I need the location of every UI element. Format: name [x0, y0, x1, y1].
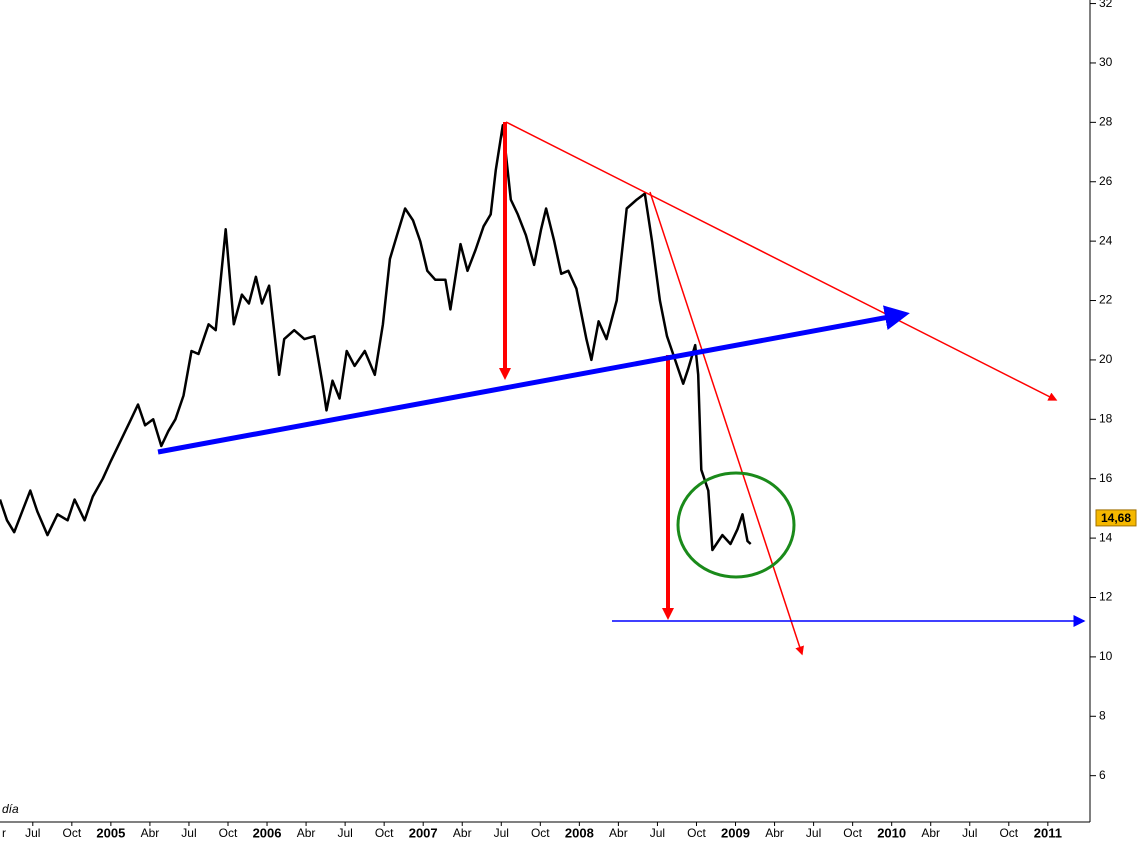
y-tick-label: 6 — [1099, 768, 1106, 782]
x-tick-label: 2009 — [721, 825, 750, 840]
x-tick-label: Oct — [843, 826, 862, 840]
x-tick-label: Oct — [999, 826, 1018, 840]
y-tick-label: 14 — [1099, 530, 1113, 544]
y-tick-label: 20 — [1099, 352, 1113, 366]
x-tick-label: Abr — [453, 826, 472, 840]
x-tick-label: 2010 — [877, 825, 906, 840]
x-tick-label: Jul — [806, 826, 821, 840]
price-line — [0, 124, 752, 552]
x-tick-label: Oct — [531, 826, 550, 840]
x-tick-label: Jul — [25, 826, 40, 840]
y-tick-label: 12 — [1099, 590, 1113, 604]
x-tick-label: Oct — [375, 826, 394, 840]
highlight-circle — [676, 471, 796, 579]
y-tick-label: 30 — [1099, 55, 1113, 69]
x-tick-label: 2005 — [96, 825, 125, 840]
x-tick-label: Abr — [921, 826, 940, 840]
y-tick-label: 10 — [1099, 649, 1113, 663]
y-tick-label: 26 — [1099, 174, 1113, 188]
note: día — [2, 802, 19, 816]
x-tick-label: Oct — [62, 826, 81, 840]
y-tick-label: 8 — [1099, 708, 1106, 722]
trend-line — [649, 191, 804, 656]
y-tick-label: 24 — [1099, 233, 1113, 247]
x-tick-label: Abr — [765, 826, 784, 840]
x-tick-label: r — [2, 826, 6, 840]
x-tick-label: 2008 — [565, 825, 594, 840]
x-tick-label: Jul — [962, 826, 977, 840]
last-price-label: 14,68 — [1101, 511, 1131, 525]
y-tick-label: 16 — [1099, 471, 1113, 485]
x-tick-label: Jul — [650, 826, 665, 840]
x-tick-label: Jul — [337, 826, 352, 840]
x-tick-label: Abr — [141, 826, 160, 840]
x-tick-label: 2006 — [253, 825, 282, 840]
y-tick-label: 22 — [1099, 293, 1113, 307]
x-tick-label: 2007 — [409, 825, 438, 840]
x-tick-label: Jul — [181, 826, 196, 840]
y-tick-label: 32 — [1099, 0, 1113, 10]
x-tick-label: 2011 — [1034, 825, 1062, 840]
x-tick-label: Abr — [609, 826, 628, 840]
neckline — [157, 305, 910, 455]
x-tick-label: Oct — [687, 826, 706, 840]
x-tick-label: Jul — [494, 826, 509, 840]
trend-line — [505, 121, 1058, 401]
x-tick-label: Abr — [297, 826, 316, 840]
x-tick-label: Oct — [219, 826, 238, 840]
last-price-box — [1095, 509, 1137, 527]
y-tick-label: 28 — [1099, 115, 1113, 129]
annotations — [157, 121, 1086, 656]
y-tick-label: 18 — [1099, 411, 1113, 425]
